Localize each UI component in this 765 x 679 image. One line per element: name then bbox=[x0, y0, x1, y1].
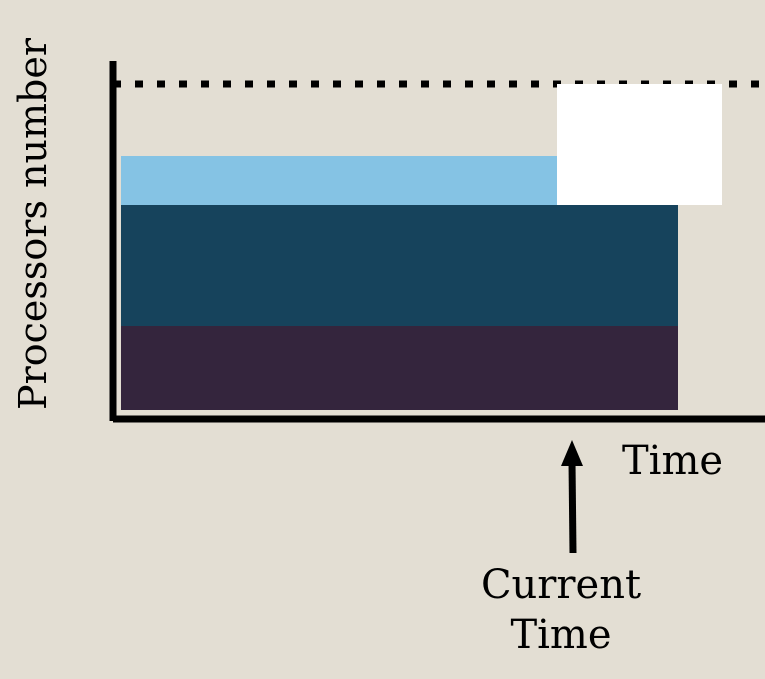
current-time-label-line1: Current bbox=[480, 562, 642, 608]
job-pending bbox=[557, 84, 722, 205]
current-time-label: Current Time bbox=[481, 560, 641, 660]
y-axis-label: Processors number bbox=[11, 38, 55, 410]
job-top bbox=[121, 156, 557, 205]
current-time-arrow bbox=[568, 461, 577, 554]
job-bottom bbox=[121, 325, 678, 410]
current-time-label-line2: Time bbox=[510, 612, 612, 658]
x-axis-label: Time bbox=[622, 438, 724, 484]
arrow-head-icon bbox=[561, 440, 583, 466]
job-middle bbox=[121, 204, 678, 326]
